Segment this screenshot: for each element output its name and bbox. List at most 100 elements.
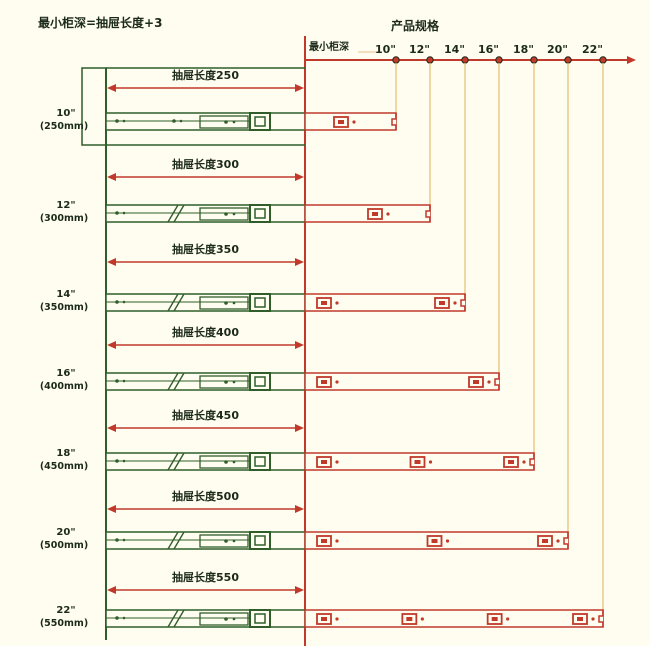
- mount-block-2-0: [316, 297, 332, 309]
- mount-screw-5-2: [556, 539, 560, 543]
- slide-extension-notch-0: [391, 113, 397, 130]
- spec-tick-dot-6: [599, 56, 607, 64]
- slide-break-b-6: [173, 609, 185, 628]
- mount-screw-4-1: [428, 460, 433, 464]
- spec-tick-dot-4: [530, 56, 538, 64]
- slide-screw-d-0: [179, 119, 183, 123]
- mount-block-1-0: [367, 208, 383, 220]
- mount-screw-2-0: [335, 301, 339, 305]
- size-mm-label-4: (450mm): [40, 461, 88, 472]
- mount-block-core-6-3: [577, 617, 583, 621]
- length-dim-arrow-left-1: [107, 173, 116, 181]
- size-inch-label-2: 14": [56, 289, 75, 300]
- size-mm-label-0: (250mm): [40, 121, 88, 132]
- slide-bracket-1: [249, 204, 271, 223]
- mount-block-6-0: [316, 613, 332, 625]
- mount-block-core-6-1: [406, 617, 413, 621]
- length-dim-arrow-left-2: [107, 258, 116, 266]
- min-cabinet-depth-formula: 最小柜深=抽屉长度+3: [38, 15, 162, 30]
- mount-screw-6-0: [335, 617, 339, 621]
- slide-screw-b-1: [122, 211, 126, 215]
- spec-tick-1: 12": [409, 43, 430, 56]
- slide-extension-6: [304, 609, 604, 628]
- slide-break-b-3: [173, 372, 185, 391]
- slide-extension-notch-4: [529, 453, 535, 470]
- slide-middle-member-1: [199, 207, 249, 221]
- mount-block-core-6-0: [321, 617, 327, 621]
- spec-tick-3: 16": [478, 43, 499, 56]
- slide-extension-notch-3: [494, 373, 500, 390]
- size-inch-label-0: 10": [56, 108, 75, 119]
- length-dim-arrow-left-6: [107, 586, 116, 594]
- slide-screw-e-4: [224, 460, 228, 464]
- slide-break-b-5: [173, 531, 185, 550]
- product-spec-title: 产品规格: [391, 18, 440, 33]
- slide-middle-member-0: [199, 115, 249, 129]
- slide-screw-f-0: [232, 120, 236, 124]
- length-dim-arrow-right-0: [295, 84, 304, 92]
- drawer-length-label-3: 抽屉长度400: [172, 325, 239, 339]
- slide-bracket-hole-5: [254, 535, 266, 546]
- slide-screw-e-6: [224, 617, 228, 621]
- slide-screw-b-0: [122, 119, 126, 123]
- mount-screw-4-0: [335, 460, 339, 464]
- spec-tick-0: 10": [375, 43, 396, 56]
- drawer-length-label-1: 抽屉长度300: [172, 157, 239, 171]
- mount-screw-3-1: [487, 380, 491, 384]
- size-inch-label-6: 22": [56, 605, 75, 616]
- mount-block-core-3-1: [473, 380, 479, 384]
- mount-block-5-1: [426, 535, 443, 547]
- length-dim-arrow-right-6: [295, 586, 304, 594]
- slide-screw-a-6: [115, 616, 119, 620]
- slide-bracket-5: [249, 531, 271, 550]
- slide-screw-c-0: [172, 119, 176, 123]
- mount-block-core-6-2: [491, 617, 498, 621]
- slide-break-b-2: [173, 293, 185, 312]
- mount-screw-2-1: [453, 301, 457, 305]
- mount-screw-3-0: [335, 380, 339, 384]
- mount-block-4-1: [409, 456, 426, 468]
- slide-screw-b-2: [122, 300, 126, 304]
- length-dim-arrow-right-2: [295, 258, 304, 266]
- drawer-length-label-0: 抽屉长度250: [172, 68, 239, 82]
- mount-block-core-4-1: [414, 460, 421, 464]
- slide-screw-e-0: [224, 120, 228, 124]
- slide-bracket-hole-2: [254, 297, 266, 308]
- length-dim-arrow-right-4: [295, 424, 304, 432]
- slide-bracket-2: [249, 293, 271, 312]
- slide-screw-f-2: [232, 301, 236, 305]
- mount-screw-1-0: [386, 212, 390, 216]
- drawer-length-label-4: 抽屉长度450: [172, 408, 239, 422]
- length-dim-arrow-left-4: [107, 424, 116, 432]
- slide-screw-a-0: [115, 119, 119, 123]
- cabinet-front-panel: [81, 67, 107, 146]
- drawer-length-label-6: 抽屉长度550: [172, 570, 239, 584]
- slide-bracket-hole-4: [254, 456, 266, 467]
- length-dim-arrow-right-1: [295, 173, 304, 181]
- slide-screw-a-2: [115, 300, 119, 304]
- slide-screw-a-5: [115, 538, 119, 542]
- length-dim-arrow-left-3: [107, 341, 116, 349]
- mount-screw-6-3: [591, 617, 595, 621]
- slide-break-b-1: [173, 204, 185, 223]
- mount-block-core-2-0: [321, 301, 327, 305]
- spec-tick-dot-1: [426, 56, 434, 64]
- length-dim-arrow-left-0: [107, 84, 116, 92]
- slide-middle-member-4: [199, 455, 249, 469]
- mount-block-3-0: [316, 376, 332, 388]
- size-inch-label-4: 18": [56, 448, 75, 459]
- slide-break-a-4: [167, 452, 179, 471]
- slide-screw-e-3: [224, 380, 228, 384]
- size-mm-label-3: (400mm): [40, 381, 88, 392]
- slide-break-a-1: [167, 204, 179, 223]
- mount-block-0-0: [333, 116, 349, 128]
- slide-screw-a-3: [115, 379, 119, 383]
- slide-screw-f-3: [232, 380, 236, 384]
- slide-extension-notch-1: [425, 205, 431, 222]
- slide-bracket-6: [249, 609, 271, 628]
- slide-bracket-hole-6: [254, 613, 266, 624]
- drawer-length-label-2: 抽屉长度350: [172, 242, 239, 256]
- slide-screw-e-5: [224, 539, 228, 543]
- slide-screw-b-5: [122, 538, 126, 542]
